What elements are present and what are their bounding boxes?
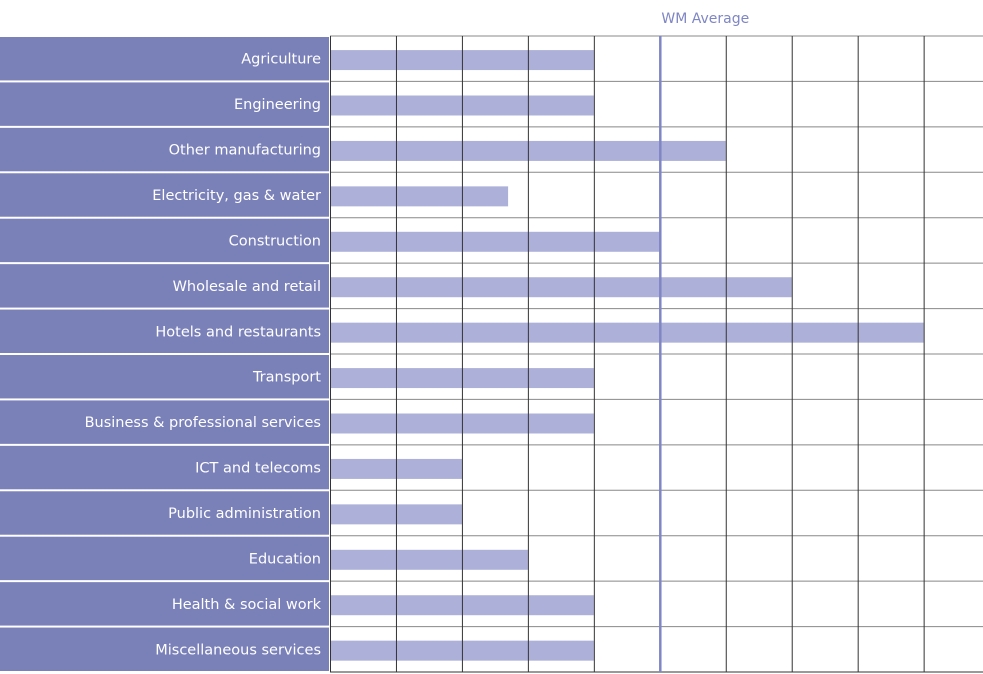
label-cell xyxy=(0,355,329,399)
category-label: Other manufacturing xyxy=(169,143,321,159)
bar xyxy=(330,549,528,570)
label-cell xyxy=(0,37,329,81)
category-label: Engineering xyxy=(234,97,321,113)
category-label: Transport xyxy=(252,370,321,386)
category-label: Education xyxy=(249,551,321,567)
category-label: Miscellaneous services xyxy=(155,642,321,658)
label-cell xyxy=(0,127,329,172)
label-cell xyxy=(0,218,329,263)
label-cell xyxy=(0,309,329,353)
label-cell xyxy=(0,627,329,671)
bar xyxy=(330,231,660,252)
category-label: Wholesale and retail xyxy=(173,279,321,295)
category-label: Agriculture xyxy=(241,52,321,68)
reference-label: WM Average xyxy=(661,11,749,27)
label-cell xyxy=(0,400,329,444)
label-cell xyxy=(0,82,329,126)
label-cell xyxy=(0,173,329,217)
label-cell xyxy=(0,536,329,581)
bar xyxy=(330,277,792,298)
label-cell xyxy=(0,264,329,308)
label-cell xyxy=(0,445,329,490)
bar xyxy=(330,322,924,343)
category-label: Electricity, gas & water xyxy=(152,188,321,204)
label-cell xyxy=(0,582,329,626)
category-label: Health & social work xyxy=(172,597,322,613)
category-label: Public administration xyxy=(168,506,321,522)
category-label: Hotels and restaurants xyxy=(155,324,321,340)
category-label: Construction xyxy=(229,233,321,249)
category-label: ICT and telecoms xyxy=(195,461,321,477)
label-cell xyxy=(0,491,329,535)
bar xyxy=(330,186,509,207)
category-label: Business & professional services xyxy=(85,415,321,431)
